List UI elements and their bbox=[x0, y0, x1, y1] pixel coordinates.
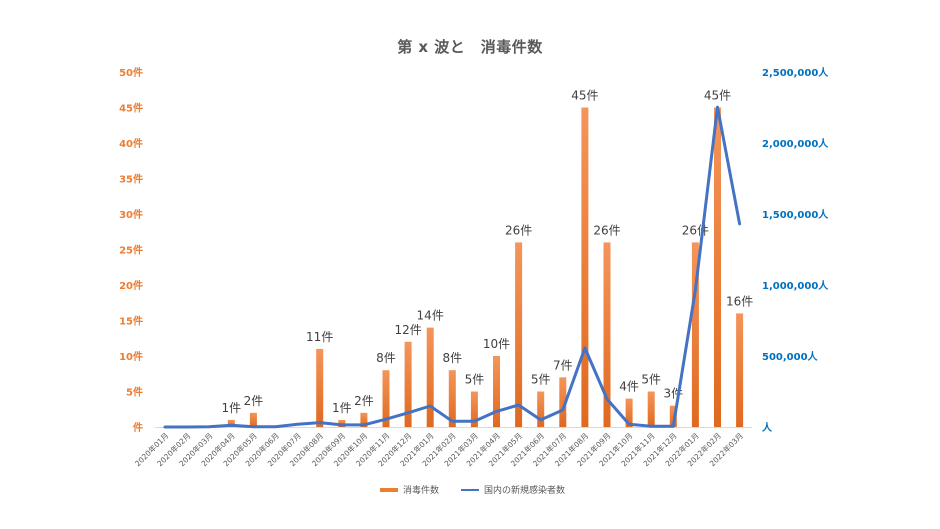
left-axis-tick: 25件 bbox=[119, 244, 143, 257]
bar bbox=[227, 419, 235, 427]
left-axis-tick: 5件 bbox=[126, 386, 143, 399]
bar bbox=[426, 327, 434, 427]
legend-line-label: 国内の新規感染者数 bbox=[484, 486, 566, 496]
bar bbox=[625, 398, 633, 427]
line-swatch-icon bbox=[461, 488, 480, 491]
bar bbox=[647, 391, 655, 427]
bar bbox=[537, 391, 545, 427]
bar-data-label: 11件 bbox=[306, 330, 333, 344]
bar-data-label: 1件 bbox=[332, 401, 352, 415]
bar-data-label: 4件 bbox=[619, 380, 639, 394]
right-axis: 人 500,000人 1,000,000人 1,500,000人 2,000,000人 2… bbox=[762, 66, 829, 434]
chart-title: 第 x 波と 消毒件数 bbox=[397, 38, 543, 56]
bar-data-label: 14件 bbox=[417, 309, 444, 323]
bar bbox=[360, 412, 368, 427]
infections-line bbox=[163, 105, 742, 429]
bar bbox=[603, 242, 611, 427]
bar bbox=[493, 356, 500, 427]
bar bbox=[249, 412, 257, 427]
bar-data-label: 8件 bbox=[442, 351, 462, 365]
left-axis-tick: 50件 bbox=[119, 66, 143, 79]
bar-data-label: 8件 bbox=[376, 351, 396, 365]
right-axis-tick: 500,000人 bbox=[762, 350, 819, 363]
bar-data-label: 5件 bbox=[465, 373, 485, 387]
legend-item-bar: 消毒件数 bbox=[380, 483, 439, 496]
left-axis-tick: 45件 bbox=[119, 102, 143, 115]
left-axis: 件 5件 10件 15件 20件 25件 30件 35件 40件 45件 50件 bbox=[119, 66, 143, 434]
left-axis-tick: 件 bbox=[133, 421, 143, 434]
left-axis-tick: 20件 bbox=[119, 279, 143, 292]
bar-data-label: 5件 bbox=[641, 373, 661, 387]
bar-data-label: 1件 bbox=[221, 401, 241, 415]
bar-data-label: 5件 bbox=[531, 373, 551, 387]
left-axis-tick: 10件 bbox=[119, 350, 143, 363]
bar-data-label: 7件 bbox=[553, 358, 573, 372]
bar-data-label: 2件 bbox=[354, 394, 374, 408]
bar bbox=[669, 405, 677, 427]
bar bbox=[691, 242, 699, 427]
right-axis-tick: 1,000,000人 bbox=[762, 279, 829, 292]
right-axis-tick: 2,000,000人 bbox=[762, 137, 829, 150]
left-axis-tick: 40件 bbox=[119, 137, 143, 150]
bar-data-label: 26件 bbox=[682, 223, 709, 237]
legend-item-line: 国内の新規感染者数 bbox=[461, 483, 565, 496]
bar bbox=[404, 341, 412, 427]
bar bbox=[736, 313, 744, 427]
legend-bar-label: 消毒件数 bbox=[403, 486, 440, 496]
bar-data-label: 45件 bbox=[704, 89, 731, 103]
line-series bbox=[163, 105, 742, 429]
bar-data-label: 26件 bbox=[593, 223, 620, 237]
bar bbox=[316, 348, 324, 427]
legend: 消毒件数 国内の新規感染者数 bbox=[380, 483, 565, 496]
bar bbox=[714, 107, 721, 427]
bar-data-labels: 1件2件11件1件2件8件12件14件8件5件10件26件5件7件45件26件4… bbox=[221, 89, 753, 415]
left-axis-tick: 35件 bbox=[119, 173, 143, 186]
bar-data-label: 16件 bbox=[726, 294, 753, 308]
right-axis-tick: 2,500,000人 bbox=[762, 66, 829, 79]
bar bbox=[581, 107, 589, 427]
bar-swatch-icon bbox=[380, 487, 398, 492]
left-axis-tick: 15件 bbox=[119, 315, 143, 328]
x-axis-labels: 2020年01月2020年02月2020年03月2020年04月2020年05月… bbox=[132, 430, 745, 468]
bar bbox=[448, 370, 456, 427]
right-axis-tick: 1,500,000人 bbox=[762, 208, 829, 221]
right-axis-tick: 人 bbox=[762, 421, 773, 434]
bar-series bbox=[227, 107, 744, 427]
bar-data-label: 2件 bbox=[244, 394, 264, 408]
bar-data-label: 45件 bbox=[571, 89, 598, 103]
bar-data-label: 10件 bbox=[483, 337, 510, 351]
left-axis-tick: 30件 bbox=[119, 208, 143, 221]
bar bbox=[559, 377, 567, 427]
bar-data-label: 12件 bbox=[394, 323, 421, 337]
bar-data-label: 26件 bbox=[505, 223, 532, 237]
bar bbox=[470, 391, 478, 427]
bar bbox=[515, 242, 523, 427]
bar bbox=[382, 370, 390, 427]
